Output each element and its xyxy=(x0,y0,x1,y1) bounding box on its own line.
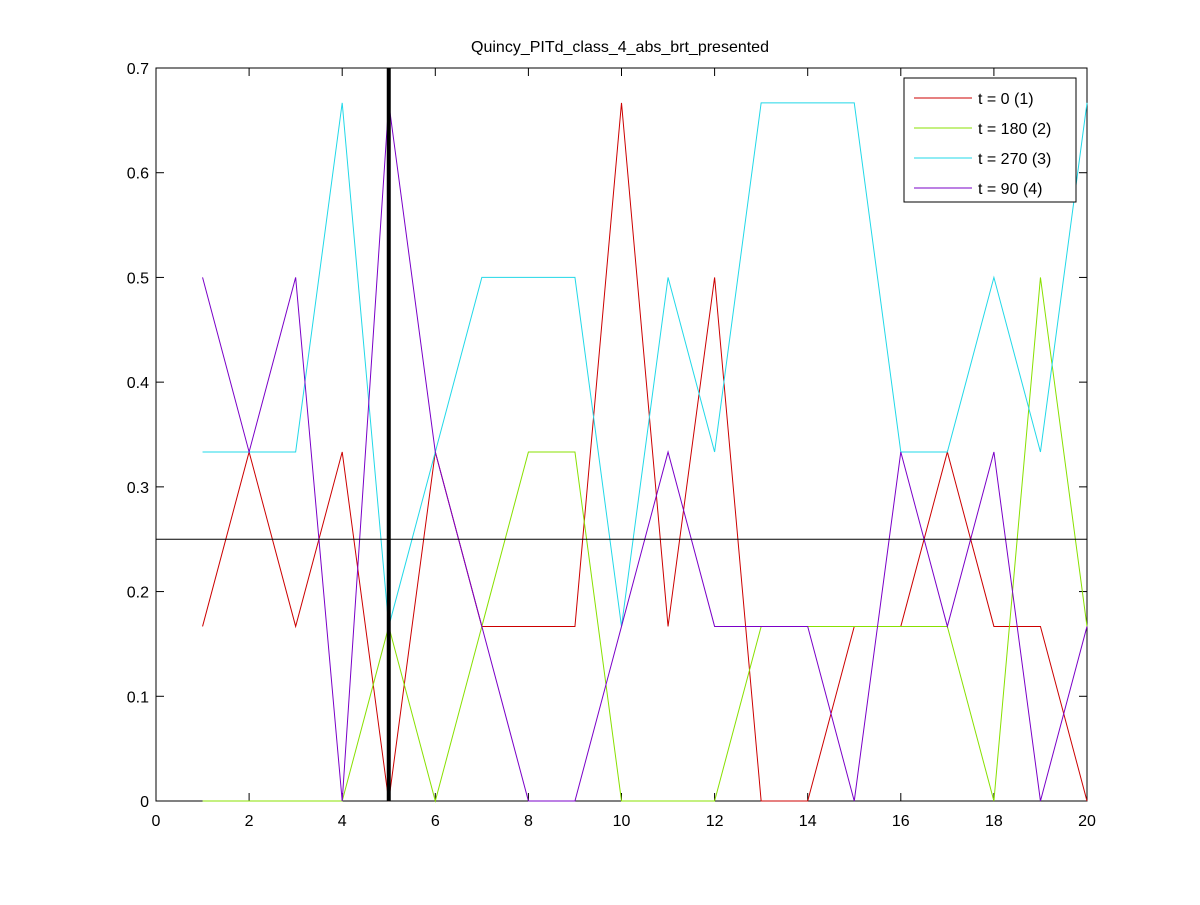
chart-title: Quincy_PITd_class_4_abs_brt_presented xyxy=(471,39,769,56)
x-tick-label: 10 xyxy=(613,813,631,830)
x-tick-label: 4 xyxy=(338,813,347,830)
x-tick-label: 14 xyxy=(799,813,817,830)
y-tick-label: 0.5 xyxy=(127,270,149,287)
legend-label: t = 0 (1) xyxy=(978,91,1034,108)
legend-label: t = 270 (3) xyxy=(978,151,1051,168)
legend-label: t = 180 (2) xyxy=(978,121,1051,138)
y-tick-label: 0.3 xyxy=(127,480,149,497)
x-tick-label: 20 xyxy=(1078,813,1096,830)
y-tick-label: 0.2 xyxy=(127,585,149,602)
legend-label: t = 90 (4) xyxy=(978,181,1042,198)
series-line-1 xyxy=(202,102,1088,802)
y-tick-label: 0.4 xyxy=(127,375,149,392)
plot-area: 0 2 4 6 8 10 12 14 16 18 20 0 0.1 0.2 0.3 0.4 0.5 0.6 0.7 xyxy=(127,61,1096,830)
x-tick-label: 16 xyxy=(892,813,910,830)
x-tick-label: 2 xyxy=(245,813,254,830)
y-tick-label: 0 xyxy=(140,794,149,811)
x-tick-label: 6 xyxy=(431,813,440,830)
legend: t = 0 (1) t = 180 (2) t = 270 (3) t = 90 (4… xyxy=(903,77,1077,203)
x-tick-label: 12 xyxy=(706,813,724,830)
x-tick-label: 8 xyxy=(524,813,533,830)
x-tick-label: 0 xyxy=(152,813,161,830)
y-tick-label: 0.7 xyxy=(127,61,149,78)
legend-box xyxy=(903,77,1077,203)
y-tick-label: 0.6 xyxy=(127,166,149,183)
series-line-2 xyxy=(202,277,1088,803)
series-line-3 xyxy=(202,102,1088,627)
x-tick-label: 18 xyxy=(985,813,1003,830)
y-tick-label: 0.1 xyxy=(127,689,149,706)
